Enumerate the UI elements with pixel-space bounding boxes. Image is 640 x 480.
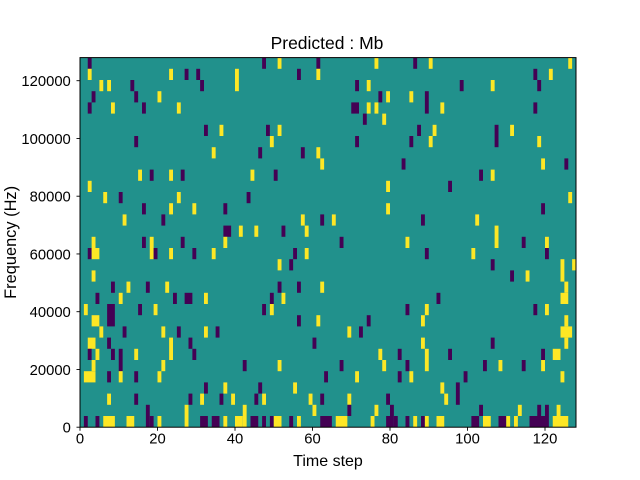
svg-text:120: 120: [533, 432, 558, 448]
svg-text:100000: 100000: [21, 132, 70, 148]
svg-text:40000: 40000: [30, 305, 71, 321]
svg-text:100: 100: [455, 432, 480, 448]
svg-text:80: 80: [382, 432, 398, 448]
svg-text:60: 60: [304, 432, 320, 448]
svg-text:40: 40: [227, 432, 243, 448]
svg-text:20: 20: [149, 432, 165, 448]
svg-text:0: 0: [76, 432, 84, 448]
svg-text:120000: 120000: [21, 74, 70, 90]
svg-text:Frequency (Hz): Frequency (Hz): [2, 186, 20, 299]
svg-text:80000: 80000: [30, 190, 71, 206]
svg-text:0: 0: [63, 421, 71, 437]
svg-text:20000: 20000: [30, 363, 71, 379]
svg-text:60000: 60000: [30, 247, 71, 263]
svg-text:Predicted : Mb: Predicted : Mb: [271, 33, 384, 53]
svg-text:Time step: Time step: [293, 453, 363, 470]
